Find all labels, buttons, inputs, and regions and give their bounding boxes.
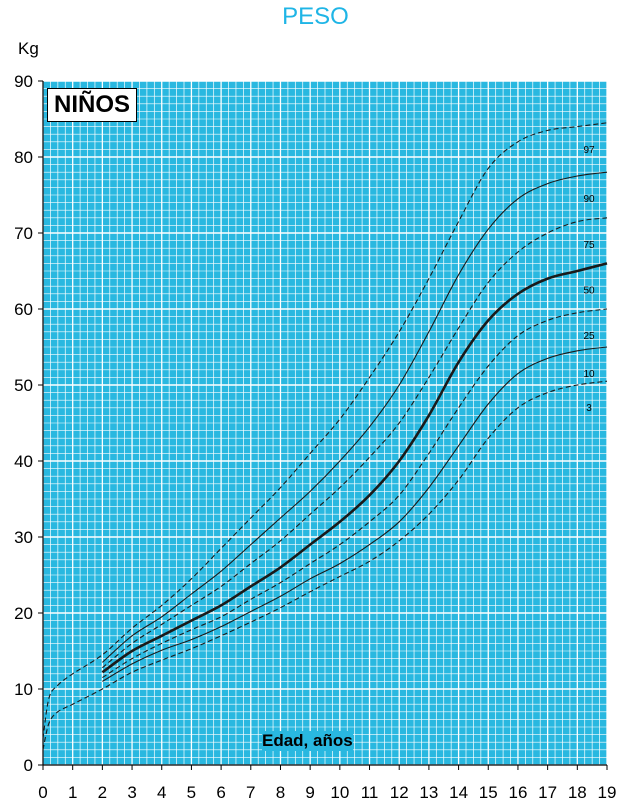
percentile-line-p10 xyxy=(102,346,608,682)
x-tick-label: 3 xyxy=(127,783,136,802)
percentile-label-p97: 97 xyxy=(583,145,595,156)
x-tick-label: 8 xyxy=(276,783,285,802)
y-tick-label: 20 xyxy=(14,604,33,623)
x-tick-label: 7 xyxy=(246,783,255,802)
x-tick-label: 16 xyxy=(508,783,527,802)
chart-inset-label: NIÑOS xyxy=(47,88,138,122)
x-tick-label: 6 xyxy=(216,783,225,802)
y-tick-label: 40 xyxy=(14,452,33,471)
chart-title: PESO xyxy=(282,3,349,30)
percentile-label-p90: 90 xyxy=(583,194,595,205)
percentile-line-p90 xyxy=(102,171,608,663)
x-tick-label: 11 xyxy=(361,783,379,802)
x-tick-label: 5 xyxy=(187,783,196,802)
y-tick-label: 50 xyxy=(14,376,33,395)
percentile-line-p3 xyxy=(42,380,608,750)
y-tick-label: 0 xyxy=(24,756,33,775)
y-tick-label: 90 xyxy=(14,72,33,91)
x-tick-label: 0 xyxy=(38,783,47,802)
x-tick-label: 17 xyxy=(538,783,557,802)
x-tick-label: 14 xyxy=(449,783,468,802)
x-tick-label: 9 xyxy=(305,783,314,802)
x-tick-label: 19 xyxy=(598,783,617,802)
percentile-line-p50 xyxy=(101,262,608,674)
percentile-label-p50: 50 xyxy=(583,285,595,296)
y-tick-label: 30 xyxy=(14,528,33,547)
x-tick-label: 1 xyxy=(68,783,77,802)
x-tick-label: 15 xyxy=(479,783,498,802)
y-tick-label: 70 xyxy=(14,224,33,243)
x-tick-label: 10 xyxy=(330,783,349,802)
percentile-label-p3: 3 xyxy=(586,403,592,414)
percentile-label-p25: 25 xyxy=(583,331,595,342)
y-tick-label: 10 xyxy=(14,680,33,699)
y-axis-unit-label: Kg xyxy=(18,39,39,58)
percentile-label-p75: 75 xyxy=(583,240,595,251)
x-tick-label: 18 xyxy=(568,783,587,802)
y-tick-label: 80 xyxy=(14,148,33,167)
x-axis-label: Edad, años xyxy=(262,731,353,751)
percentile-line-p97 xyxy=(42,122,608,739)
x-tick-label: 4 xyxy=(157,783,166,802)
percentile-line-p75 xyxy=(102,217,608,669)
percentile-label-p10: 10 xyxy=(583,369,595,380)
x-tick-label: 2 xyxy=(98,783,107,802)
y-tick-label: 60 xyxy=(14,300,33,319)
x-tick-label: 12 xyxy=(390,783,409,802)
x-tick-label: 13 xyxy=(419,783,438,802)
percentile-line-p25 xyxy=(102,308,608,679)
